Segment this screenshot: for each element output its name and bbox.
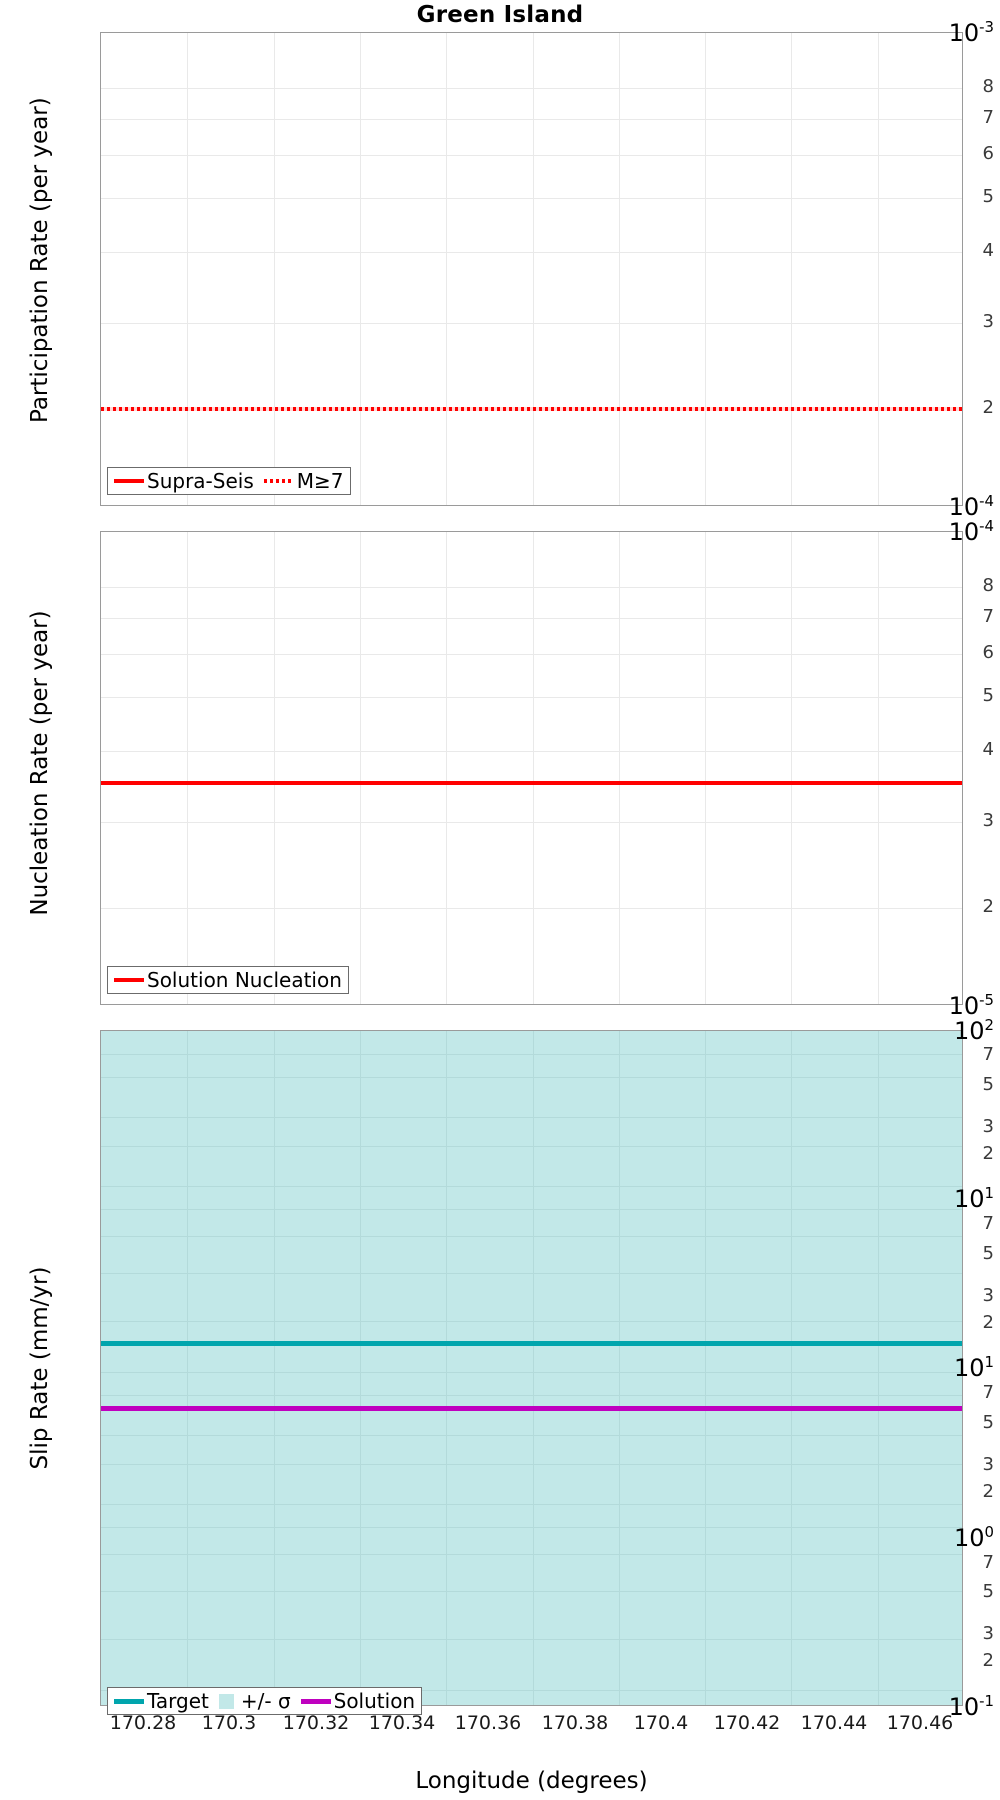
ytick-nucleation-4: 4: [982, 739, 994, 760]
xlabel-longitude: Longitude (degrees): [415, 1768, 648, 1794]
xtick-5: 170.38: [541, 1712, 609, 1734]
ytick-slip-002: 2: [982, 1650, 994, 1671]
ytick-nucleation-7: 7: [982, 606, 994, 627]
line-swatch-icon: [114, 1698, 144, 1704]
ytick-slip-7: 7: [982, 1213, 994, 1234]
ytick-slip-50: 5: [982, 1074, 994, 1095]
legend-entry-m7[interactable]: M≥7: [263, 469, 344, 493]
ytick-participation-top: 10-3: [948, 18, 994, 47]
ytick-participation-bottom: 10-4: [948, 492, 994, 521]
xtick-2: 170.32: [282, 1712, 350, 1734]
line-m7: [101, 407, 962, 411]
ylabel-slip-rate: Slip Rate (mm/yr): [27, 1266, 53, 1470]
ytick-slip-003: 3: [982, 1623, 994, 1644]
ytick-nucleation-6: 6: [982, 642, 994, 663]
ytick-slip-10e1b: 101: [953, 1353, 994, 1382]
legend-entry-solution[interactable]: Solution: [300, 1689, 416, 1713]
xtick-1: 170.3: [201, 1712, 257, 1734]
line-solution-slip: [101, 1406, 962, 1411]
line-swatch-icon: [114, 978, 144, 982]
panel-slip-rate: [100, 1030, 963, 1706]
panel-nucleation-rate: [100, 531, 963, 1005]
ytick-slip-bottom: 10-1: [948, 1692, 994, 1721]
ytick-slip-20: 2: [982, 1143, 994, 1164]
xtick-6: 170.4: [633, 1712, 689, 1734]
dotted-line-swatch-icon: [263, 479, 294, 483]
band-swatch-icon: [218, 1693, 234, 1709]
ytick-participation-5: 5: [982, 186, 994, 207]
ytick-slip-10e0: 100: [953, 1523, 994, 1552]
ytick-slip-05: 5: [982, 1412, 994, 1433]
ytick-slip-10e1: 101: [953, 1184, 994, 1213]
ytick-slip-07: 7: [982, 1382, 994, 1403]
ytick-slip-10e2: 102: [953, 1016, 994, 1045]
grid-participation: [101, 33, 962, 505]
ytick-slip-3: 3: [982, 1285, 994, 1306]
xtick-3: 170.34: [368, 1712, 436, 1734]
grid-nucleation: [101, 532, 962, 1004]
ytick-slip-007: 7: [982, 1552, 994, 1573]
ytick-slip-30: 3: [982, 1116, 994, 1137]
ytick-slip-02: 2: [982, 1481, 994, 1502]
legend-entry-target[interactable]: Target: [114, 1691, 209, 1711]
ytick-nucleation-2: 2: [982, 896, 994, 917]
line-solution-nucleation: [101, 781, 962, 785]
line-swatch-icon: [300, 1698, 331, 1704]
legend-label-m7: M≥7: [296, 469, 344, 493]
xtick-7: 170.42: [713, 1712, 781, 1734]
panel-participation-rate: [100, 32, 963, 506]
legend-entry-supra-seis[interactable]: Supra-Seis: [114, 471, 254, 491]
ytick-nucleation-5: 5: [982, 685, 994, 706]
ytick-participation-3: 3: [982, 311, 994, 332]
ytick-participation-6: 6: [982, 143, 994, 164]
legend-label-sigma: +/- σ: [240, 1689, 291, 1713]
ytick-participation-8: 8: [982, 76, 994, 97]
sigma-band: [101, 1031, 962, 1705]
legend-entry-solution-nucleation[interactable]: Solution Nucleation: [114, 970, 342, 990]
ytick-slip-005: 5: [982, 1581, 994, 1602]
ylabel-participation-rate: Participation Rate (per year): [27, 97, 53, 423]
ytick-slip-2: 2: [982, 1312, 994, 1333]
legend-participation[interactable]: Supra-Seis M≥7: [107, 467, 351, 495]
legend-slip[interactable]: Target +/- σ Solution: [107, 1687, 423, 1715]
legend-label-solution-nucleation: Solution Nucleation: [147, 968, 342, 992]
ytick-slip-03: 3: [982, 1454, 994, 1475]
ytick-participation-4: 4: [982, 240, 994, 261]
ylabel-nucleation-rate: Nucleation Rate (per year): [27, 610, 53, 916]
legend-nucleation[interactable]: Solution Nucleation: [107, 966, 349, 994]
ytick-participation-2: 2: [982, 397, 994, 418]
ytick-nucleation-3: 3: [982, 810, 994, 831]
xtick-9: 170.46: [886, 1712, 954, 1734]
ytick-nucleation-bottom: 10-5: [948, 991, 994, 1020]
xtick-4: 170.36: [454, 1712, 522, 1734]
line-target: [101, 1341, 962, 1346]
legend-label-target: Target: [147, 1689, 209, 1713]
line-swatch-icon: [114, 479, 144, 483]
grid-slip: [101, 1031, 962, 1705]
xtick-0: 170.28: [109, 1712, 177, 1734]
ytick-slip-70: 7: [982, 1044, 994, 1065]
xtick-8: 170.44: [800, 1712, 868, 1734]
legend-label-supra-seis: Supra-Seis: [147, 469, 254, 493]
legend-entry-sigma[interactable]: +/- σ: [218, 1689, 291, 1713]
ytick-nucleation-8: 8: [982, 575, 994, 596]
ytick-participation-7: 7: [982, 107, 994, 128]
page-title: Green Island: [416, 2, 584, 28]
ytick-slip-5: 5: [982, 1243, 994, 1264]
ytick-nucleation-top: 10-4: [948, 517, 994, 546]
legend-label-solution: Solution: [333, 1689, 416, 1713]
